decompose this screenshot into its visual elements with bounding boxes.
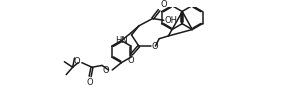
Text: O: O	[73, 57, 80, 66]
Text: HN: HN	[115, 36, 128, 45]
Text: O: O	[160, 0, 167, 9]
Text: O: O	[152, 42, 158, 51]
Text: O: O	[127, 56, 134, 65]
Text: O: O	[103, 65, 109, 74]
Text: OH: OH	[164, 16, 178, 25]
Text: O: O	[87, 78, 94, 87]
